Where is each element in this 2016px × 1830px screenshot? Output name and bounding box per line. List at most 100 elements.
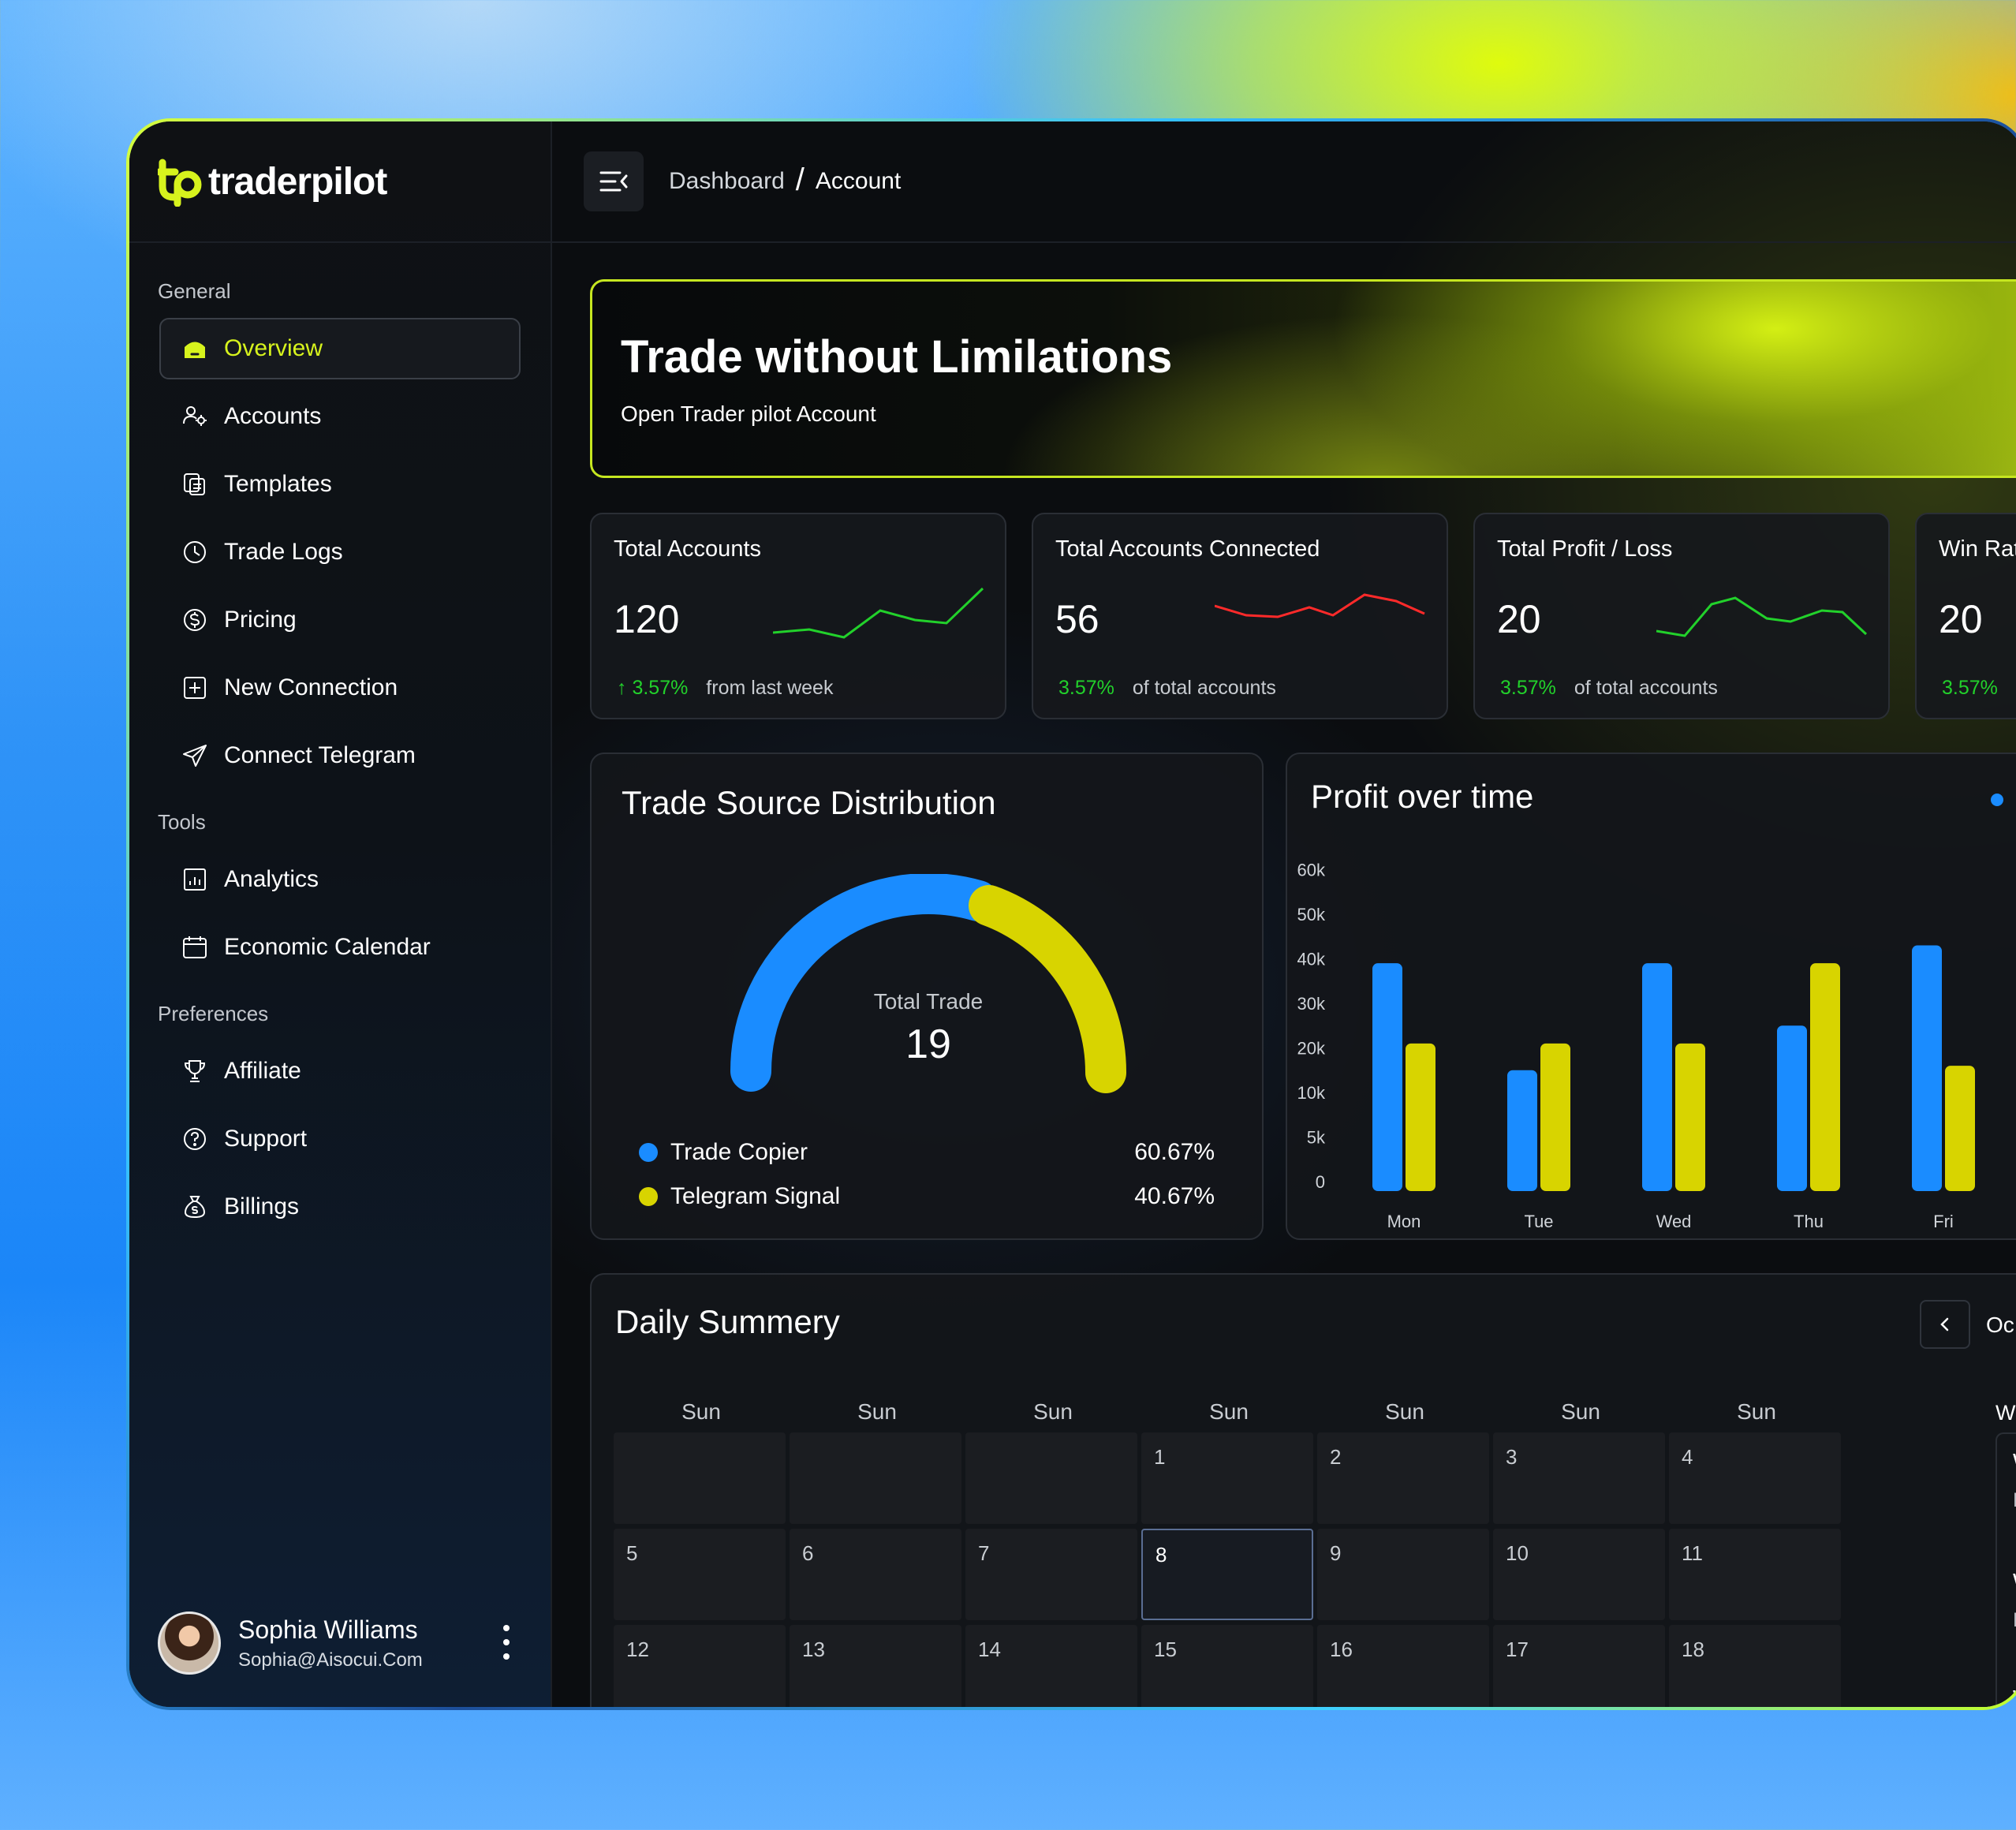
calendar-day-14[interactable]: 14 — [965, 1625, 1137, 1707]
sidebar-item-trade-logs[interactable]: Trade Logs — [159, 521, 521, 583]
weekday-header: Sun — [681, 1399, 721, 1424]
app-frame: traderpilot General Overview Accounts Te… — [126, 118, 2016, 1710]
trophy-icon — [180, 1056, 210, 1086]
sidebar: traderpilot General Overview Accounts Te… — [129, 121, 552, 1707]
calendar-day-11[interactable]: 11 — [1669, 1529, 1841, 1620]
app-window: traderpilot General Overview Accounts Te… — [129, 121, 2016, 1707]
calendar-day-18[interactable]: 18 — [1669, 1625, 1841, 1707]
calendar-day-12[interactable]: 12 — [614, 1625, 786, 1707]
bar-mon-series-2[interactable] — [1406, 1043, 1435, 1191]
bar-tue-series-1[interactable] — [1507, 1070, 1537, 1191]
sidebar-item-analytics[interactable]: Analytics — [159, 849, 521, 910]
templates-icon — [180, 469, 210, 499]
breadcrumb-dashboard[interactable]: Dashboard — [669, 168, 785, 194]
bar-tue-series-2[interactable] — [1540, 1043, 1570, 1191]
sidebar-item-label: Pricing — [224, 607, 297, 633]
panel-title: Trade Source Distribution — [622, 784, 996, 821]
weekly-item-label: Week Three — [2013, 1686, 2016, 1707]
more-vertical-icon[interactable] — [502, 1625, 511, 1660]
calendar-day-5[interactable]: 5 — [614, 1529, 786, 1620]
chart-icon — [180, 865, 210, 894]
bar-thu-series-1[interactable] — [1777, 1025, 1807, 1191]
stat-card-win-rate: Win Rat 20 3.57% — [1915, 513, 2016, 719]
calendar-day-17[interactable]: 17 — [1493, 1625, 1665, 1707]
sidebar-item-label: Affiliate — [224, 1058, 301, 1084]
sparkline-down — [1215, 593, 1425, 618]
bar-fri-series-1[interactable] — [1912, 945, 1942, 1191]
sidebar-item-label: Analytics — [224, 866, 319, 892]
sidebar-item-templates[interactable]: Templates — [159, 454, 521, 515]
calendar-day-1[interactable]: 1 — [1141, 1432, 1313, 1524]
brand[interactable]: traderpilot — [129, 121, 551, 243]
calendar-day-4[interactable]: 4 — [1669, 1432, 1841, 1524]
calendar-day-13[interactable]: 13 — [790, 1625, 961, 1707]
y-tick-label: 40k — [1297, 950, 1326, 969]
nav-section-tools: Tools — [158, 810, 206, 834]
bar-wed-series-2[interactable] — [1675, 1043, 1705, 1191]
main-content: Dashboard / Account Trade without Limila… — [552, 121, 2016, 1707]
help-icon — [180, 1124, 210, 1154]
weekday-header: Sun — [857, 1399, 897, 1424]
stat-title: Total Accounts Connected — [1055, 536, 1320, 562]
stat-change: 3.57% — [1500, 677, 1556, 699]
calendar-icon — [180, 932, 210, 962]
y-tick-label: 10k — [1297, 1083, 1326, 1103]
stat-note: from last week — [706, 677, 834, 699]
brand-name: traderpilot — [208, 160, 387, 203]
sidebar-item-economic-calendar[interactable]: Economic Calendar — [159, 917, 521, 978]
stat-note: of total accounts — [1132, 677, 1276, 699]
stat-card-total-accounts: Total Accounts 120 ↑ 3.57% from last wee… — [590, 513, 1006, 719]
sidebar-item-new-connection[interactable]: New Connection — [159, 657, 521, 719]
gauge-center-label: Total Trade — [873, 989, 984, 1014]
x-tick-label: Thu — [1794, 1212, 1824, 1231]
sidebar-item-affiliate[interactable]: Affiliate — [159, 1040, 521, 1102]
stat-change: 3.57% — [1942, 677, 1998, 699]
calendar-day-empty[interactable] — [965, 1432, 1137, 1524]
dollar-icon — [180, 605, 210, 635]
prev-month-button[interactable] — [1920, 1300, 1970, 1349]
calendar-day-7[interactable]: 7 — [965, 1529, 1137, 1620]
bar-fri-series-2[interactable] — [1945, 1066, 1975, 1191]
legend-dot — [639, 1143, 658, 1162]
sidebar-item-overview[interactable]: Overview — [159, 318, 521, 379]
calendar-day-9[interactable]: 9 — [1317, 1529, 1489, 1620]
sidebar-item-label: Connect Telegram — [224, 742, 416, 768]
calendar-day-empty[interactable] — [614, 1432, 786, 1524]
calendar-day-6[interactable]: 6 — [790, 1529, 961, 1620]
weekly-summary-title: Weekly Summa — [1995, 1401, 2016, 1425]
calendar-day-empty[interactable] — [790, 1432, 961, 1524]
money-bag-icon — [180, 1192, 210, 1222]
promo-banner[interactable]: Trade without Limilations Open Trader pi… — [590, 279, 2016, 478]
bar-wed-series-1[interactable] — [1642, 963, 1672, 1191]
bar-thu-series-2[interactable] — [1810, 963, 1840, 1191]
avatar — [158, 1612, 221, 1675]
calendar-day-8[interactable]: 8 — [1141, 1529, 1313, 1620]
sidebar-item-support[interactable]: Support — [159, 1108, 521, 1170]
stat-card-accounts-connected: Total Accounts Connected 56 3.57% of tot… — [1032, 513, 1448, 719]
sidebar-item-accounts[interactable]: Accounts — [159, 386, 521, 447]
calendar-day-3[interactable]: 3 — [1493, 1432, 1665, 1524]
stat-footer: 3.57% — [1942, 677, 2010, 700]
calendar-day-16[interactable]: 16 — [1317, 1625, 1489, 1707]
menu-collapse-icon — [599, 171, 628, 192]
home-icon — [180, 334, 210, 364]
bar-mon-series-1[interactable] — [1372, 963, 1402, 1191]
stat-note: of total accounts — [1574, 677, 1718, 699]
calendar-day-15[interactable]: 15 — [1141, 1625, 1313, 1707]
stat-card-profit-loss: Total Profit / Loss 20 3.57% of total ac… — [1473, 513, 1890, 719]
legend-value: 40.67% — [1134, 1183, 1215, 1209]
sidebar-item-connect-telegram[interactable]: Connect Telegram — [159, 725, 521, 786]
weekday-header: Sun — [1209, 1399, 1249, 1424]
chart-title: Profit over time — [1311, 778, 1534, 815]
sidebar-toggle-button[interactable] — [584, 151, 644, 211]
plus-square-icon — [180, 673, 210, 703]
calendar-day-2[interactable]: 2 — [1317, 1432, 1489, 1524]
topbar: Dashboard / Account — [552, 121, 2016, 243]
sidebar-item-pricing[interactable]: Pricing — [159, 589, 521, 651]
user-profile[interactable]: Sophia Williams Sophia@Aisocui.Com — [158, 1608, 522, 1679]
clock-icon — [180, 537, 210, 567]
sidebar-item-billings[interactable]: Billings — [159, 1176, 521, 1238]
calendar-day-10[interactable]: 10 — [1493, 1529, 1665, 1620]
sidebar-item-label: Support — [224, 1126, 308, 1152]
weekday-header: Sun — [1385, 1399, 1424, 1424]
